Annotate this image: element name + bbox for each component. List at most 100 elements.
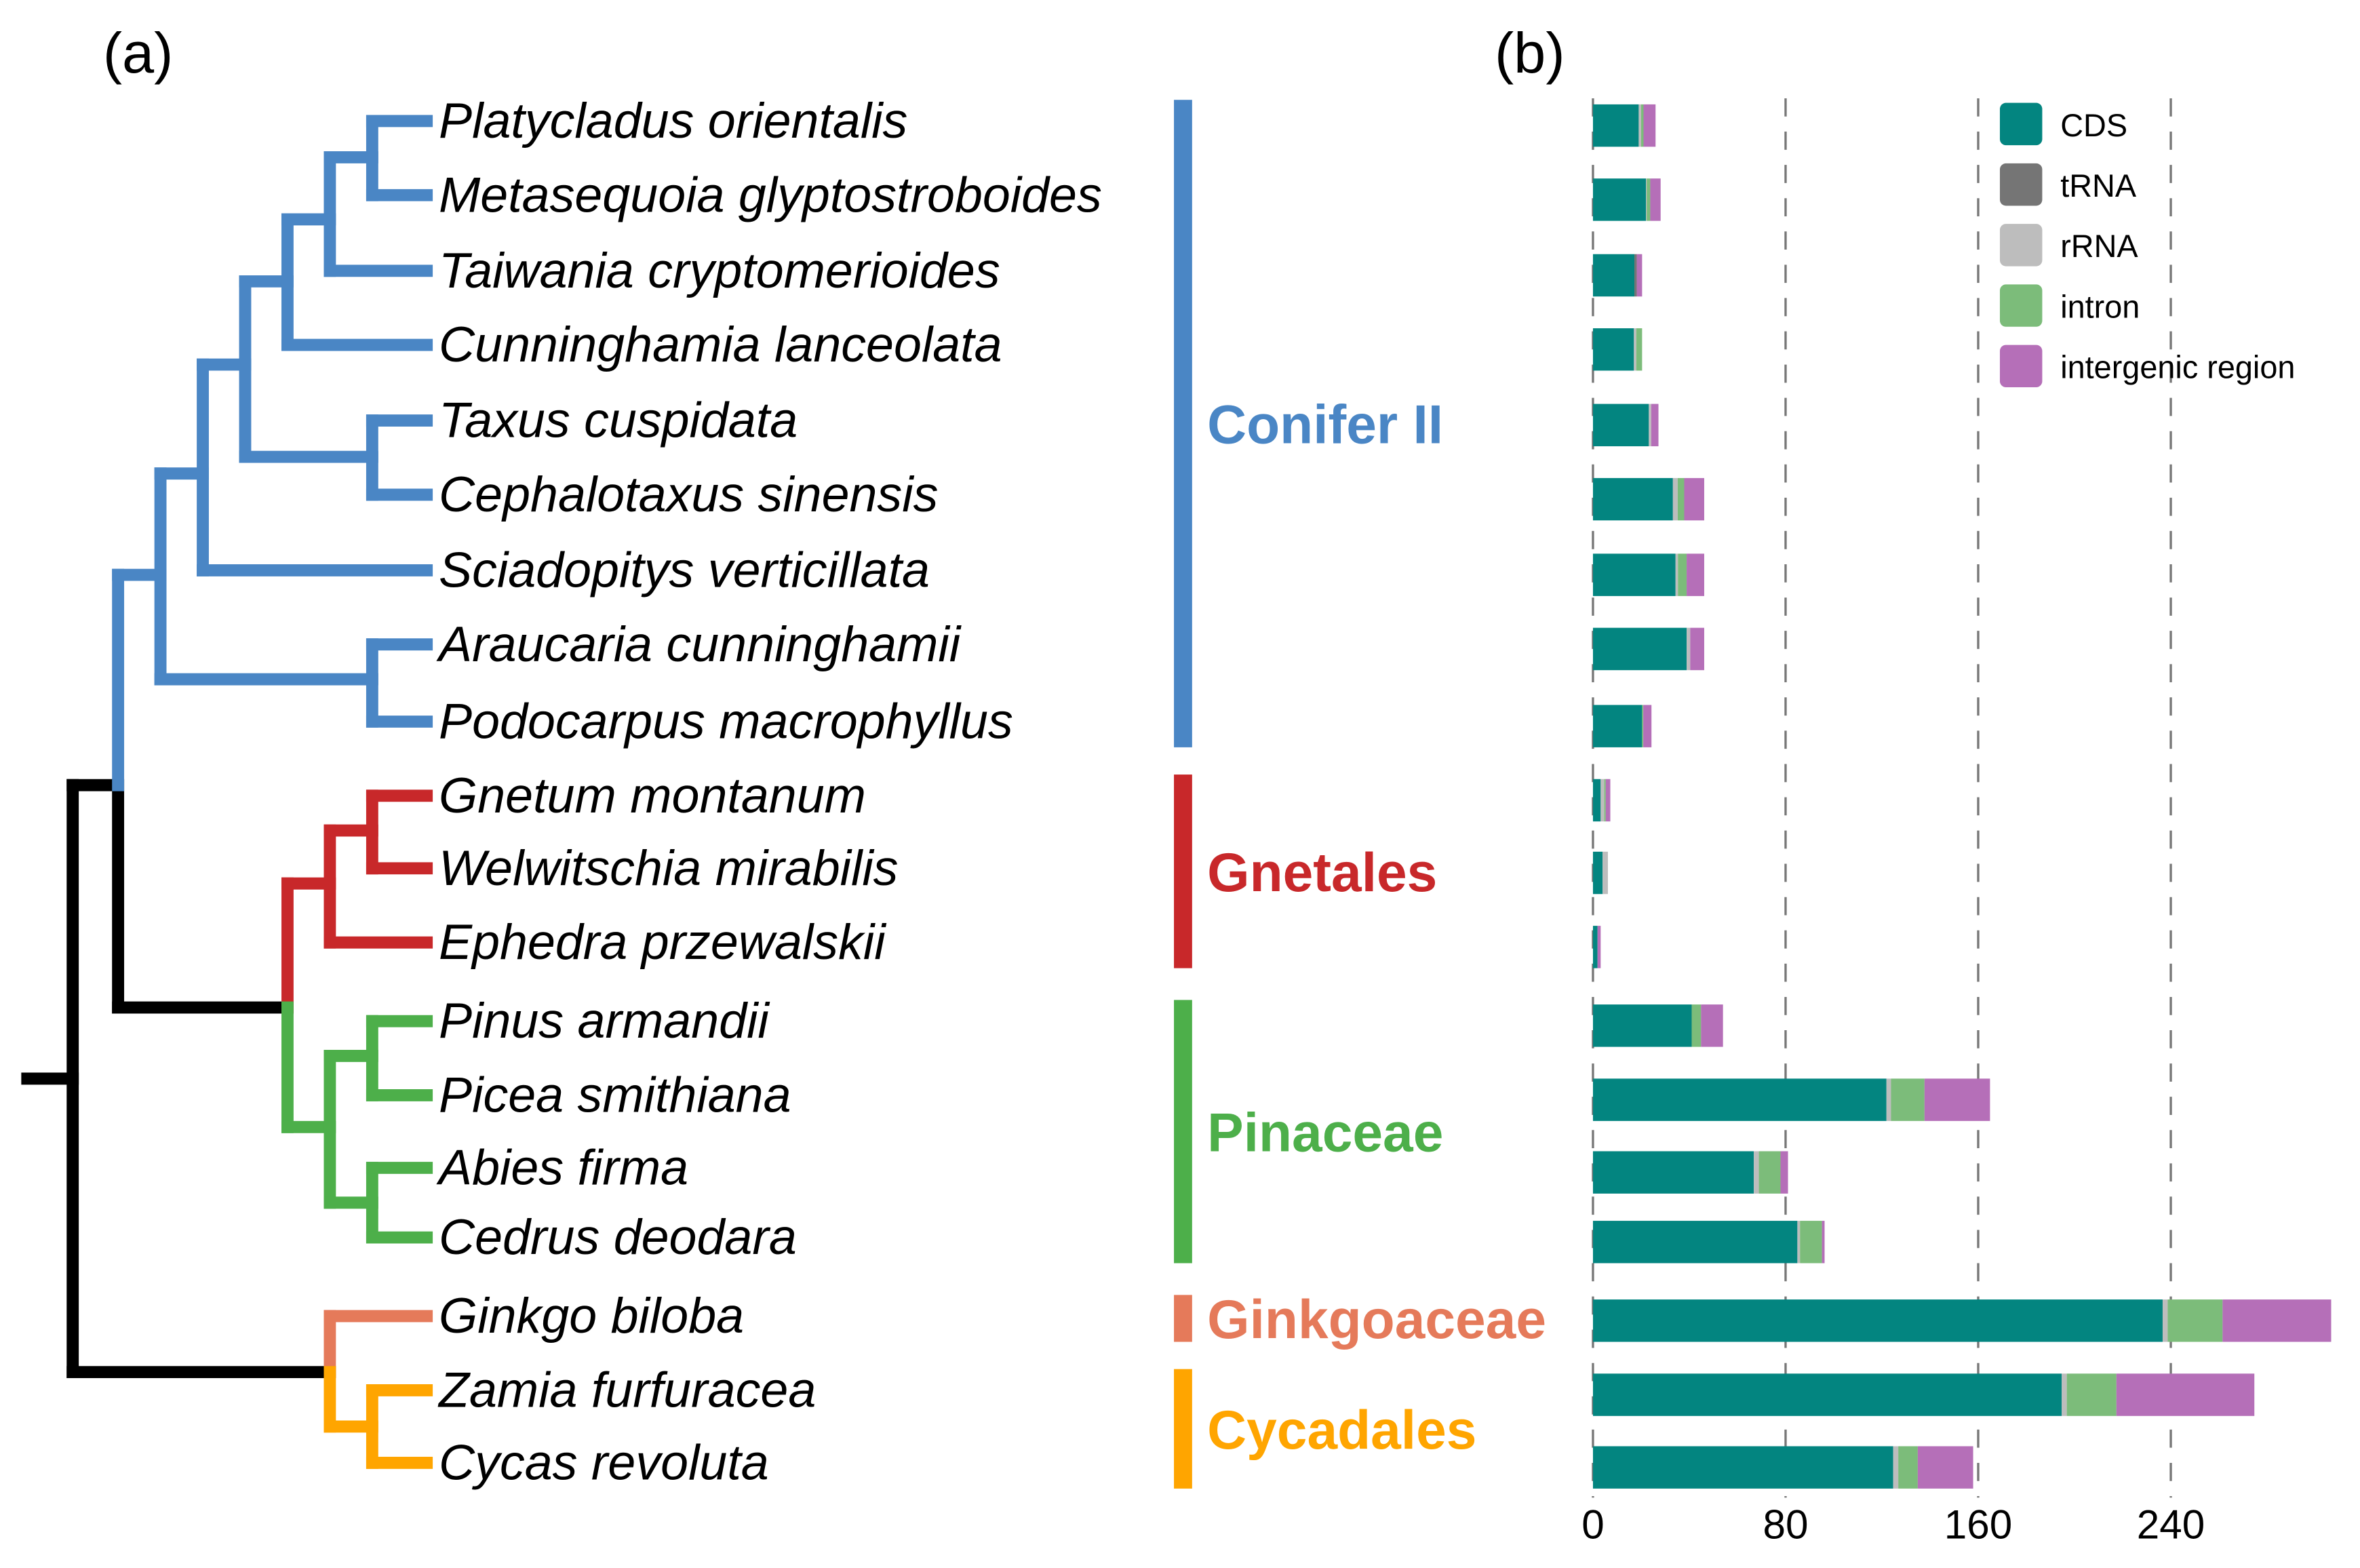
- bar-segment-trna: [1634, 254, 1637, 297]
- species-label: Cephalotaxus sinensis: [439, 466, 938, 522]
- clade-bar: [1174, 1000, 1192, 1263]
- bar-segment-intergenic: [1636, 254, 1643, 297]
- bar-segment-rrna: [1754, 1151, 1759, 1194]
- bar-segment-intron: [1636, 328, 1643, 371]
- species-label: Welwitschia mirabilis: [439, 840, 898, 896]
- bar-segment-intron: [1677, 477, 1685, 521]
- bar-segment-cds: [1592, 1078, 1887, 1121]
- bar-segment-rrna: [1649, 404, 1651, 447]
- clade-bar: [1174, 100, 1192, 747]
- legend-swatch: [1999, 102, 2043, 146]
- bar-segment-intergenic: [1684, 477, 1704, 521]
- stacked-bars: [1592, 104, 2332, 1489]
- bar-segment-cds: [1592, 779, 1601, 822]
- bar-segment-rrna: [2162, 1299, 2168, 1342]
- phylogenetic-tree: [21, 115, 433, 1469]
- species-label: Cunninghamia lanceolata: [439, 316, 1002, 372]
- bar-segment-rrna: [1634, 328, 1636, 371]
- bar-segment-rrna: [1886, 1078, 1891, 1121]
- clade-label: Pinaceae: [1207, 1102, 1443, 1163]
- species-label: Abies firma: [436, 1139, 688, 1196]
- clade-bar: [1174, 1369, 1192, 1489]
- legend-label: tRNA: [2060, 168, 2137, 203]
- species-label: Taiwania cryptomerioides: [439, 242, 1000, 298]
- bar-segment-intron: [2066, 1373, 2117, 1416]
- x-tick-label: 160: [1944, 1502, 2012, 1548]
- bar-segment-cds: [1592, 627, 1687, 671]
- species-label: Taxus cuspidata: [439, 392, 798, 448]
- bar-segment-cds: [1592, 1299, 2163, 1342]
- species-label: Podocarpus macrophyllus: [439, 693, 1013, 749]
- legend-swatch: [1999, 163, 2043, 206]
- legend-swatch: [1999, 345, 2043, 388]
- legend-label: intron: [2060, 289, 2140, 324]
- bar-segment-intron: [2167, 1299, 2223, 1342]
- bar-segment-intergenic: [1687, 553, 1704, 596]
- legend-swatch: [1999, 284, 2043, 327]
- species-label: Gnetum montanum: [439, 767, 866, 823]
- species-label: Sciadopitys verticillata: [439, 541, 930, 597]
- bar-segment-intron: [1642, 705, 1644, 747]
- panel-label-a: (a): [103, 20, 174, 85]
- bar-segment-rrna: [2062, 1373, 2067, 1416]
- bar-segment-intergenic: [1924, 1078, 1990, 1121]
- bar-segment-cds: [1592, 851, 1603, 895]
- legend-swatch: [1999, 224, 2043, 267]
- bar-segment-intergenic: [1651, 404, 1659, 447]
- bar-segment-rrna: [1687, 627, 1691, 671]
- bar-segment-intergenic: [1780, 1151, 1788, 1194]
- bar-segment-cds: [1592, 1221, 1798, 1263]
- panel-label-b: (b): [1495, 20, 1565, 85]
- species-label: Metasequoia glyptostroboides: [439, 166, 1102, 222]
- bar-segment-intergenic: [1690, 627, 1704, 671]
- species-label: Pinus armandii: [439, 992, 770, 1048]
- species-label: Cedrus deodara: [439, 1209, 797, 1265]
- species-label: Cycas revoluta: [439, 1434, 769, 1491]
- legend-label: intergenic region: [2060, 350, 2295, 385]
- species-labels: Platycladus orientalis Metasequoia glypto…: [436, 92, 1102, 1491]
- bar-segment-cds: [1592, 1004, 1692, 1047]
- bar-segment-intergenic: [1643, 705, 1652, 747]
- bar-segment-rrna: [1600, 779, 1605, 822]
- bar-segment-cds: [1592, 104, 1639, 147]
- x-tick-label: 80: [1763, 1502, 1808, 1548]
- clade-label: Ginkgoaceae: [1207, 1289, 1546, 1350]
- species-label: Zamia furfuracea: [437, 1361, 816, 1417]
- bar-segment-cds: [1592, 404, 1649, 447]
- bar-segment-cds: [1592, 926, 1598, 968]
- bar-segment-rrna: [1675, 553, 1678, 596]
- species-label: Ginkgo biloba: [439, 1287, 744, 1344]
- bar-segment-cds: [1592, 1373, 2062, 1416]
- bar-segment-intron: [1604, 779, 1606, 822]
- bar-segment-intron: [1640, 104, 1644, 147]
- bar-segment-cds: [1592, 254, 1635, 297]
- bar-segment-intron: [1758, 1151, 1781, 1194]
- bar-segment-intron: [1800, 1221, 1822, 1263]
- clade-label: Conifer II: [1207, 395, 1443, 456]
- bar-segment-intron: [1891, 1078, 1925, 1121]
- x-tick-label: 0: [1581, 1502, 1605, 1548]
- bar-segment-intergenic: [1822, 1221, 1825, 1263]
- bar-segment-cds: [1592, 553, 1676, 596]
- bar-segment-intergenic: [1643, 104, 1656, 147]
- species-label: Ephedra przewalskii: [439, 914, 886, 970]
- x-tick-label: 240: [2137, 1502, 2205, 1548]
- clade-bar: [1174, 775, 1192, 968]
- bar-segment-intergenic: [1650, 178, 1661, 221]
- bar-segment-rrna: [1797, 1221, 1801, 1263]
- legend-label: CDS: [2060, 108, 2127, 143]
- clade-label: Cycadales: [1207, 1400, 1476, 1461]
- legend-label: rRNA: [2060, 229, 2138, 264]
- clade-label: Gnetales: [1207, 842, 1437, 903]
- bar-segment-intergenic: [1701, 1004, 1723, 1047]
- bar-segment-intergenic: [2222, 1299, 2332, 1342]
- bar-segment-cds: [1592, 477, 1673, 521]
- clade-bar: [1174, 1295, 1192, 1342]
- bar-segment-rrna: [1893, 1446, 1899, 1489]
- bar-segment-cds: [1592, 328, 1634, 371]
- bar-segment-rrna: [1672, 477, 1678, 521]
- bar-segment-intron: [1691, 1004, 1702, 1047]
- bar-segment-rrna: [1646, 178, 1647, 221]
- bar-segment-intergenic: [1917, 1446, 1973, 1489]
